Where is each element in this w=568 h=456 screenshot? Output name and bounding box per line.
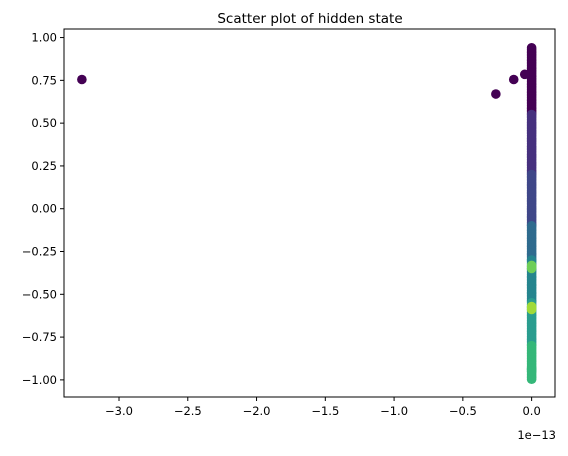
x-tick-label: −1.5 [311,404,339,418]
x-tick-label: −3.0 [105,404,133,418]
y-tick-label: −0.50 [22,287,57,301]
y-tick-label: 0.75 [31,73,57,87]
data-point [526,263,537,274]
x-tick-label: −2.5 [174,404,202,418]
data-point [526,304,537,315]
x-axis: −3.0 −2.5 −2.0 −1.5 −1.0 −0.5 0.0 [105,397,541,418]
data-point [526,366,537,376]
y-tick-label: 0.50 [31,116,57,130]
x-tick-label: −2.0 [243,404,271,418]
data-point [526,374,537,385]
chart-title: Scatter plot of hidden state [217,11,402,27]
y-tick-label: 0.25 [31,159,57,173]
data-point [519,69,530,80]
y-axis: 1.00 0.75 0.50 0.25 0.00 −0.25 −0.50 −0.75 −1.00 [22,31,64,387]
data-point [508,74,519,85]
y-tick-label: −0.25 [22,245,57,259]
x-offset-label: 1e−13 [517,428,556,442]
x-tick-label: 0.0 [522,404,540,418]
x-tick-label: −0.5 [449,404,477,418]
x-tick-label: −1.0 [380,404,408,418]
y-tick-label: 0.00 [31,202,57,216]
data-point [491,89,501,99]
plot-frame [63,28,556,398]
data-point [77,74,87,85]
y-tick-label: 1.00 [31,31,57,45]
y-tick-label: −1.00 [22,373,57,387]
points-layer [77,43,537,385]
y-tick-label: −0.75 [22,330,57,344]
